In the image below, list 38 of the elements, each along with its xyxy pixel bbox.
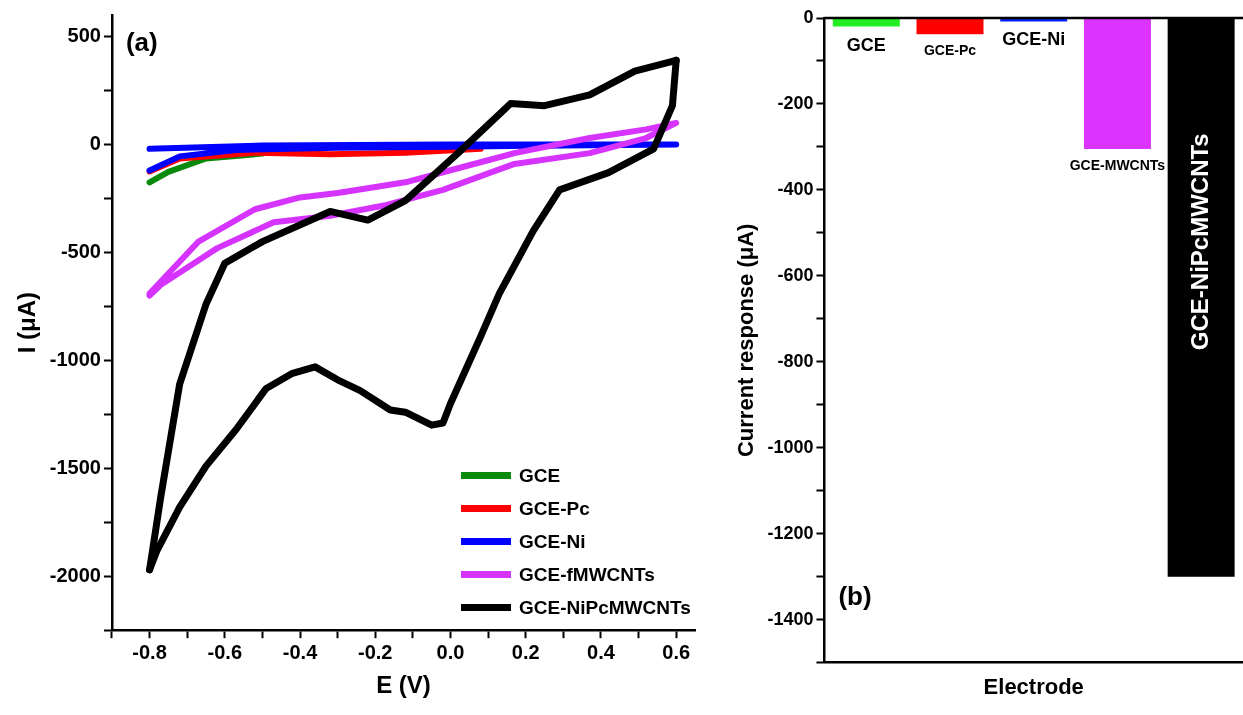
x-tick-label: 0.0 (436, 640, 465, 663)
legend-label: GCE-fMWCNTs (519, 563, 655, 586)
category-label: GCE-Pc (923, 42, 977, 59)
y-tick-label: -1500 (49, 455, 101, 478)
x-tick-label: 0.4 (587, 640, 616, 663)
x-axis-title: Electrode (983, 673, 1084, 699)
x-tick-label: 0.6 (662, 640, 691, 663)
y-axis-title: Current response (μA) (733, 223, 759, 458)
legend-label: GCE-NiPcMWCNTs (519, 596, 691, 619)
y-tick-label: -800 (777, 350, 814, 371)
annotation: (b) (838, 580, 872, 611)
y-tick-label: -500 (60, 239, 101, 262)
category-label: GCE-Ni (1002, 29, 1066, 50)
y-tick-label: -2000 (49, 563, 101, 586)
category-label: GCE-NiPcMWCNTs (1185, 133, 1213, 351)
y-tick-label: -400 (777, 178, 814, 199)
y-tick-label: -1200 (767, 522, 814, 543)
category-label: GCE-MWCNTs (1069, 156, 1166, 173)
x-tick-label: -0.6 (207, 640, 243, 663)
x-tick-label: -0.8 (132, 640, 167, 663)
y-tick-label: 500 (67, 24, 101, 47)
y-tick-label: -600 (777, 264, 814, 285)
x-tick-label: -0.2 (358, 640, 393, 663)
legend-label: GCE-Pc (519, 497, 590, 520)
y-tick-label: 0 (803, 6, 814, 27)
y-tick-label: -1400 (767, 608, 814, 629)
legend-label: GCE (519, 464, 561, 487)
y-tick-label: -1000 (49, 347, 101, 370)
y-tick-label: -1000 (767, 436, 814, 457)
x-tick-label: 0.2 (511, 640, 540, 663)
y-tick-label: -200 (777, 92, 814, 113)
legend-label: GCE-Ni (519, 530, 586, 553)
y-tick-label: 0 (89, 132, 101, 155)
x-tick-label: -0.4 (282, 640, 319, 663)
category-label: GCE (846, 34, 886, 55)
annotation: (a) (125, 27, 158, 58)
y-axis-title: I (μA) (13, 291, 41, 354)
x-axis-title: E (V) (376, 671, 431, 699)
